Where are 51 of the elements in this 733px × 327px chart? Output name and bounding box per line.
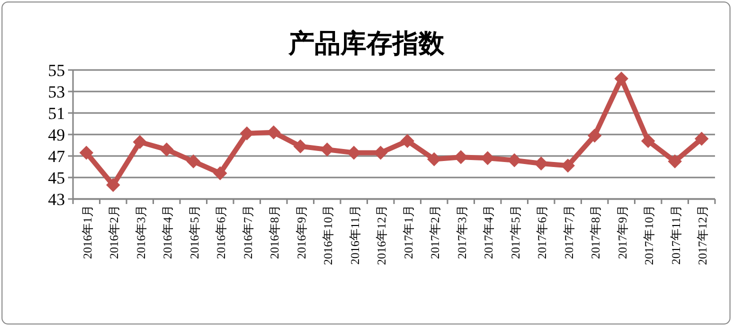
point [614,72,628,86]
point [213,166,228,180]
x-tick-label: 2017年8月 [588,205,603,259]
x-tick-label: 2016年6月 [214,205,228,259]
point [266,125,281,140]
x-tick-label: 2017年11月 [668,205,683,265]
x-tick-label: 2016年1月 [80,205,94,259]
point [588,128,602,143]
x-tick-label: 2016年8月 [268,205,282,259]
y-tick-label: 49 [48,126,65,144]
x-tick-label: 2017年7月 [562,205,576,259]
x-tick-label: 2017年5月 [508,205,522,259]
point [400,134,414,148]
x-tick-label: 2016年7月 [240,205,255,259]
x-tick-label: 2016年3月 [134,205,148,259]
x-tick-label: 2016年5月 [187,205,202,259]
x-tick-label: 2017年3月 [454,205,469,259]
y-tick-label: 47 [48,147,66,166]
point [560,158,575,173]
x-tick-label: 2016年4月 [160,205,175,259]
y-tick-label: 43 [48,190,65,209]
point [694,132,709,146]
x-tick-label: 2017年2月 [428,205,442,259]
x-tick-label: 2017年4月 [482,205,496,259]
y-tick-label: 51 [48,104,65,123]
point [507,153,522,168]
y-tick-label: 45 [48,168,65,188]
x-tick-label: 2017年9月 [615,205,630,259]
point [293,139,308,154]
point [668,154,682,168]
y-tick-label: 53 [48,82,65,102]
x-tick-label: 2017年10月 [642,205,656,265]
point [79,146,94,160]
point [160,142,174,157]
point [427,152,442,166]
point [132,135,147,150]
x-tick-label: 2016年2月 [107,205,122,259]
x-tick-label: 2017年1月 [401,205,416,259]
x-tick-label: 2016年9月 [294,205,308,259]
point [641,134,656,148]
point [240,126,254,140]
x-tick-label: 2016年12月 [374,205,389,265]
x-tick-label: 2016年11月 [348,205,362,265]
point [186,154,200,168]
y-tick-label: 55 [48,61,65,80]
chart-title: 产品库存指数 [288,29,446,58]
point [320,142,334,157]
point [106,178,120,192]
x-tick-label: 2017年6月 [535,205,550,259]
x-tick-label: 2016年10月 [321,205,336,265]
x-tick-label: 2017年12月 [696,205,710,265]
